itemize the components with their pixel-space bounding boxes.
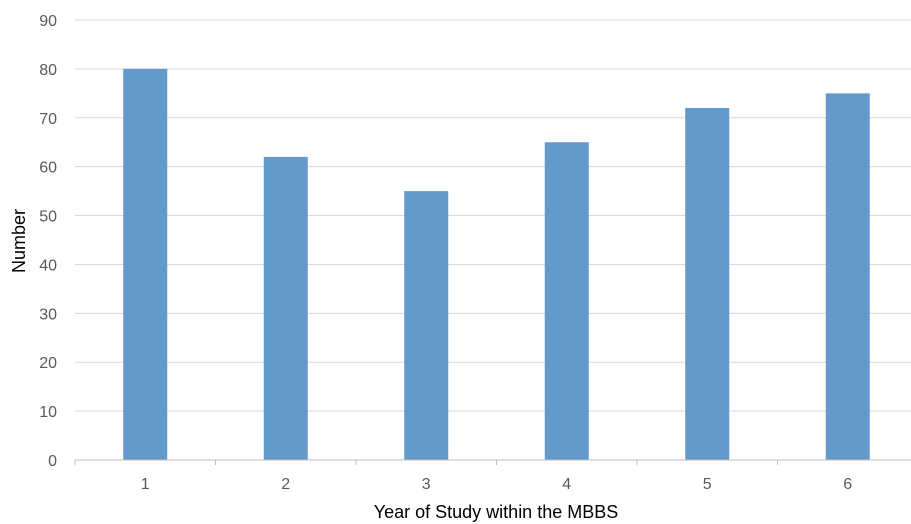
bar xyxy=(404,191,449,460)
x-axis-tick-labels: 1 2 3 4 5 6 xyxy=(141,476,853,493)
y-tick-label: 30 xyxy=(39,306,57,323)
bar xyxy=(825,93,870,460)
x-tick-label: 1 xyxy=(141,476,150,493)
x-tick-label: 3 xyxy=(422,476,431,493)
x-axis-title: Year of Study within the MBBS xyxy=(374,502,618,522)
y-tick-label: 80 xyxy=(39,62,57,79)
x-tick-label: 4 xyxy=(562,476,571,493)
y-tick-label: 0 xyxy=(48,453,57,470)
bar xyxy=(123,68,168,460)
y-tick-label: 60 xyxy=(39,160,57,177)
bar xyxy=(685,108,730,460)
bar xyxy=(263,156,308,460)
y-tick-label: 40 xyxy=(39,257,57,274)
x-tick-label: 6 xyxy=(843,476,852,493)
x-tick-label: 5 xyxy=(703,476,712,493)
bars xyxy=(123,68,870,460)
x-tick-label: 2 xyxy=(281,476,290,493)
bar xyxy=(544,142,589,460)
y-tick-label: 10 xyxy=(39,404,57,421)
y-tick-label: 70 xyxy=(39,111,57,128)
gridlines xyxy=(75,19,911,412)
y-tick-label: 90 xyxy=(39,13,57,30)
y-tick-label: 20 xyxy=(39,355,57,372)
y-tick-label: 50 xyxy=(39,209,57,226)
y-axis-tick-labels: 0 10 20 30 40 50 60 70 80 90 xyxy=(39,13,57,470)
y-axis-title: Number xyxy=(9,209,29,273)
x-axis xyxy=(74,459,911,465)
